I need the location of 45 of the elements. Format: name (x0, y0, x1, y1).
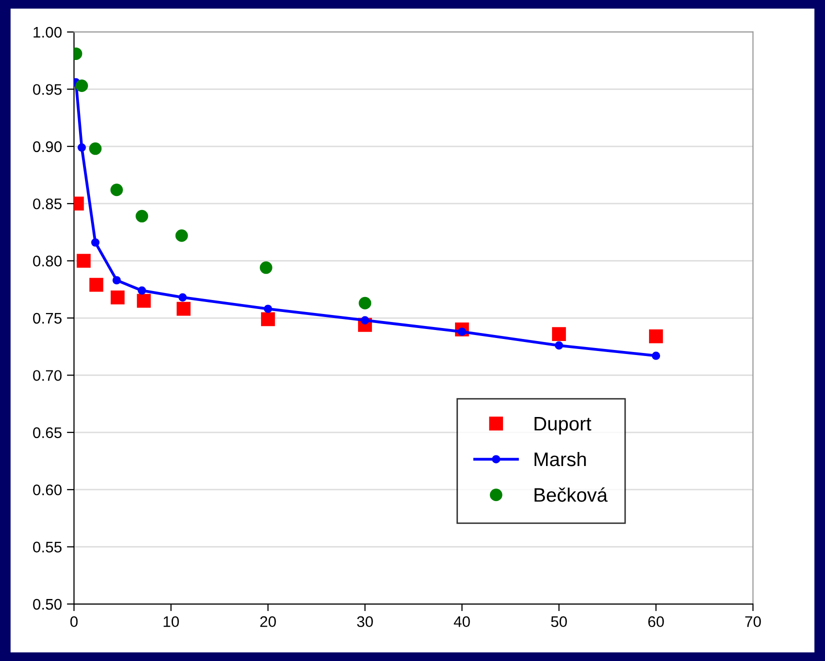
point (136, 210, 148, 222)
legend-label: Marsh (534, 452, 586, 466)
legend-label: Duport (534, 417, 592, 434)
point (358, 296, 372, 310)
y-tick-label: 0.75 (33, 312, 62, 324)
point (89, 278, 104, 292)
point (110, 290, 125, 304)
point (78, 143, 86, 152)
x-tick-label: 20 (260, 616, 276, 628)
point (554, 341, 564, 350)
point (110, 184, 123, 196)
y-tick-label: 0.60 (33, 484, 62, 496)
y-tick-label: 0.95 (33, 84, 62, 95)
point (176, 302, 191, 316)
point (260, 261, 272, 274)
x-tick-label: 10 (164, 616, 179, 628)
x-tick-label: 0 (70, 616, 78, 628)
point (91, 238, 100, 247)
point (261, 312, 275, 326)
point (264, 304, 272, 314)
y-tick-label: 0.70 (33, 370, 62, 381)
y-tick-label: 0.65 (33, 427, 62, 438)
x-tick-label: 70 (745, 616, 761, 628)
point (652, 352, 660, 360)
x-tick-label: 50 (551, 616, 567, 628)
point (89, 142, 102, 155)
x-tick-label: 40 (454, 616, 470, 628)
point (76, 254, 91, 268)
x-tick-label: 60 (648, 616, 664, 628)
point (552, 327, 566, 341)
point (138, 286, 146, 295)
y-tick-label: 1.00 (34, 26, 62, 38)
y-tick-label: 0.55 (33, 542, 62, 553)
legend-label: Bečková (534, 487, 608, 502)
y-tick-label: 0.90 (33, 141, 62, 152)
y-tick-label: 0.50 (33, 598, 62, 610)
y-tick-label: 0.80 (33, 256, 62, 266)
point (175, 229, 188, 242)
x-tick-label: 30 (357, 616, 373, 628)
point (136, 294, 151, 308)
point (76, 80, 88, 92)
point (178, 293, 187, 302)
point (112, 276, 121, 284)
y-tick-label: 0.85 (33, 198, 62, 210)
point (649, 329, 663, 344)
